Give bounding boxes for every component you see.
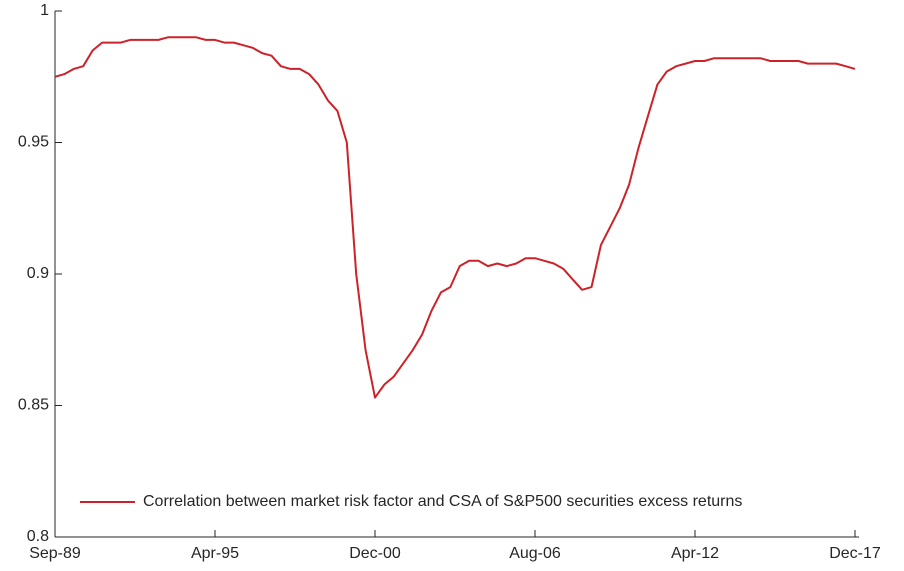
y-tick-label: 1 bbox=[40, 2, 49, 19]
x-tick-label: Apr-95 bbox=[191, 545, 239, 562]
x-tick-label: Sep-89 bbox=[29, 545, 81, 562]
x-tick-label: Dec-00 bbox=[349, 545, 401, 562]
line bbox=[54, 36, 856, 399]
y-tick-label: 0.85 bbox=[18, 397, 49, 414]
y-tick-label: 0.8 bbox=[27, 528, 49, 545]
y-tick-label: 0.95 bbox=[18, 134, 49, 151]
legend-label: Correlation between market risk factor a… bbox=[143, 493, 742, 510]
x-tick-label: Aug-06 bbox=[509, 545, 561, 562]
x-tick-label: Apr-12 bbox=[671, 545, 719, 562]
x-tick-label: Dec-17 bbox=[829, 545, 881, 562]
y-tick-label: 0.9 bbox=[27, 265, 49, 282]
